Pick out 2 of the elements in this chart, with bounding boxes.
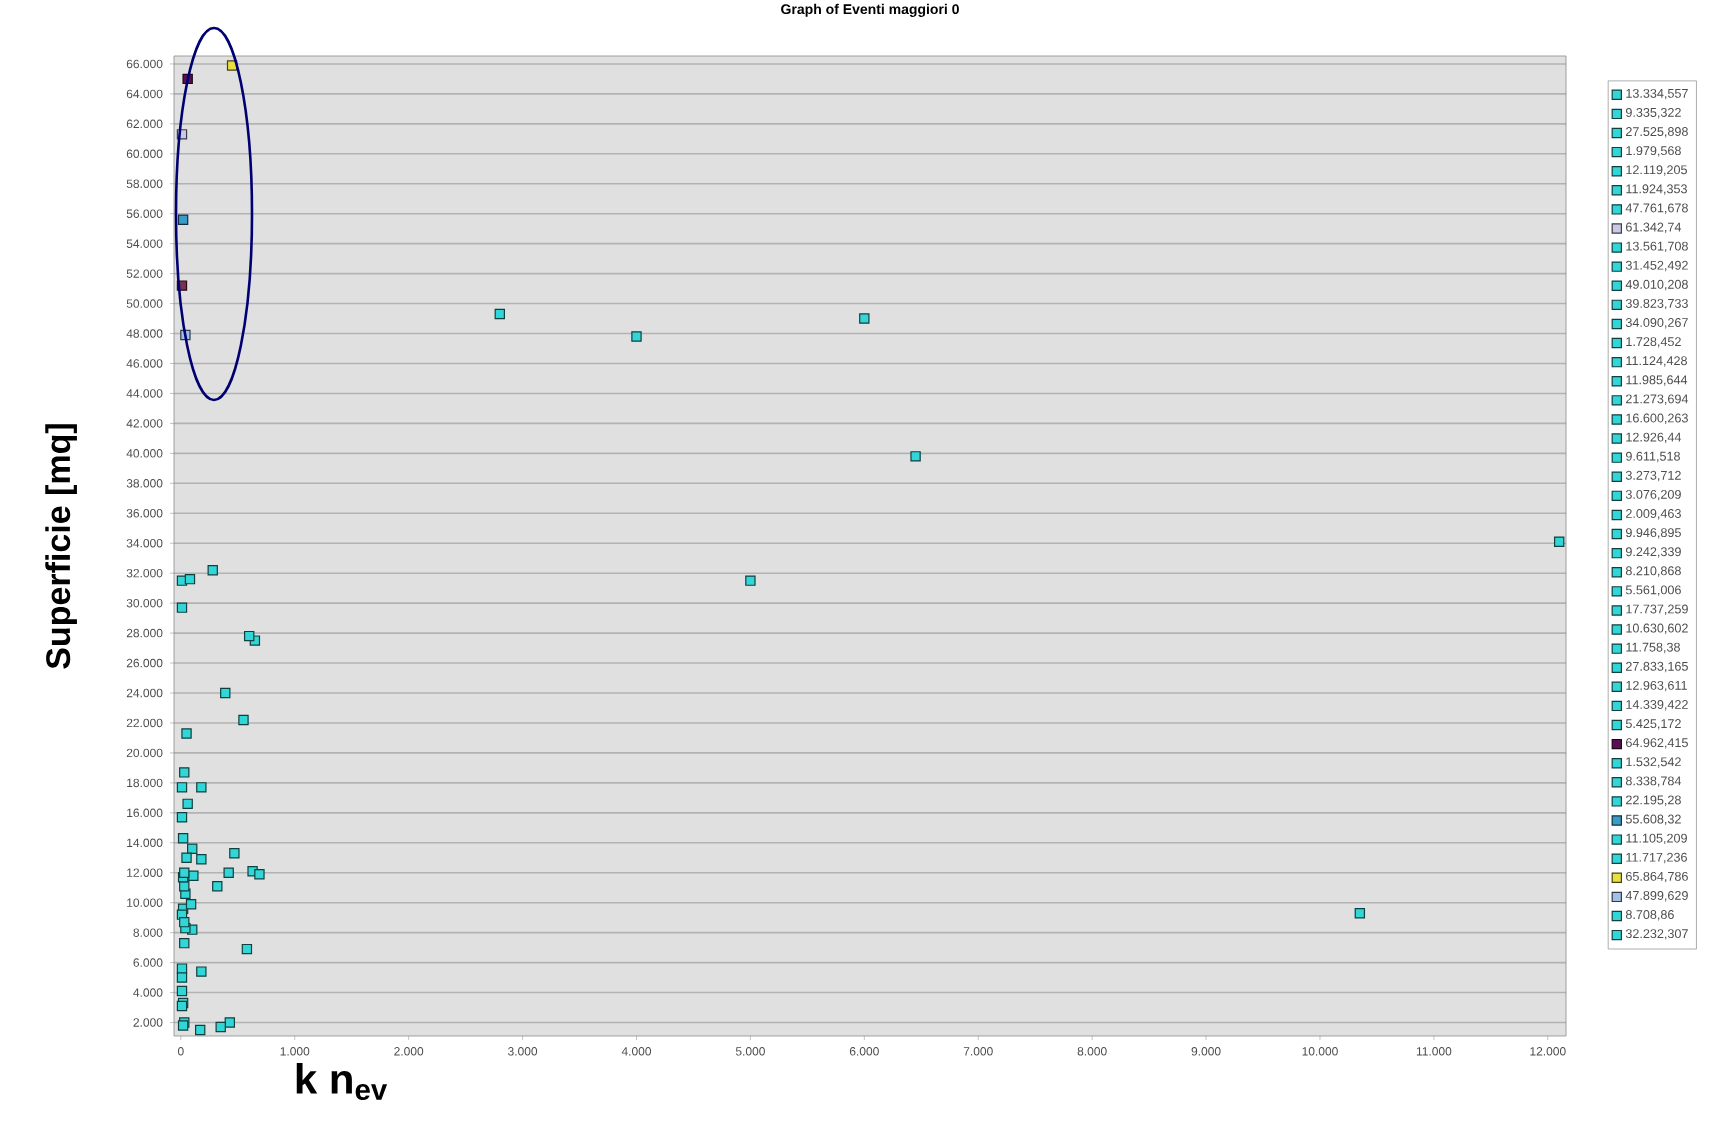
y-axis-title: Superficie [mq] <box>45 424 77 669</box>
x-axis-title: k n$_{ev}$ <box>296 1063 388 1100</box>
